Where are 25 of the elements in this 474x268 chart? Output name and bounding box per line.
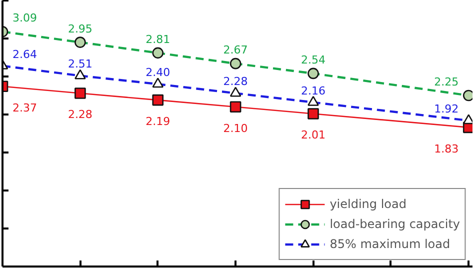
data-label: 2.28 <box>223 75 248 88</box>
data-label: 3.09 <box>12 12 37 25</box>
data-label: 2.67 <box>223 44 248 57</box>
data-label: 2.40 <box>146 66 170 80</box>
point <box>152 94 164 106</box>
data-label: 2.54 <box>301 53 326 66</box>
point <box>74 88 86 99</box>
data-label: 2.64 <box>12 48 37 61</box>
legend-label: yielding load <box>330 196 406 212</box>
point <box>308 108 319 120</box>
data-label: 2.81 <box>146 32 170 46</box>
legend-label: 85% maximum load <box>330 236 450 252</box>
data-label: 2.25 <box>434 76 459 88</box>
data-label: 2.16 <box>301 84 326 98</box>
data-label: 2.37 <box>12 101 37 114</box>
data-label: 2.51 <box>68 58 92 71</box>
data-label: 2.95 <box>68 22 92 36</box>
data-label: 2.01 <box>301 128 326 142</box>
data-label: 2.28 <box>68 108 92 122</box>
point <box>230 101 242 113</box>
data-label: 1.92 <box>434 102 459 116</box>
data-label: 1.83 <box>434 142 459 156</box>
data-label: 2.10 <box>223 122 248 135</box>
data-label: 2.19 <box>146 115 170 128</box>
legend-label: load-bearing capacity <box>330 216 460 232</box>
